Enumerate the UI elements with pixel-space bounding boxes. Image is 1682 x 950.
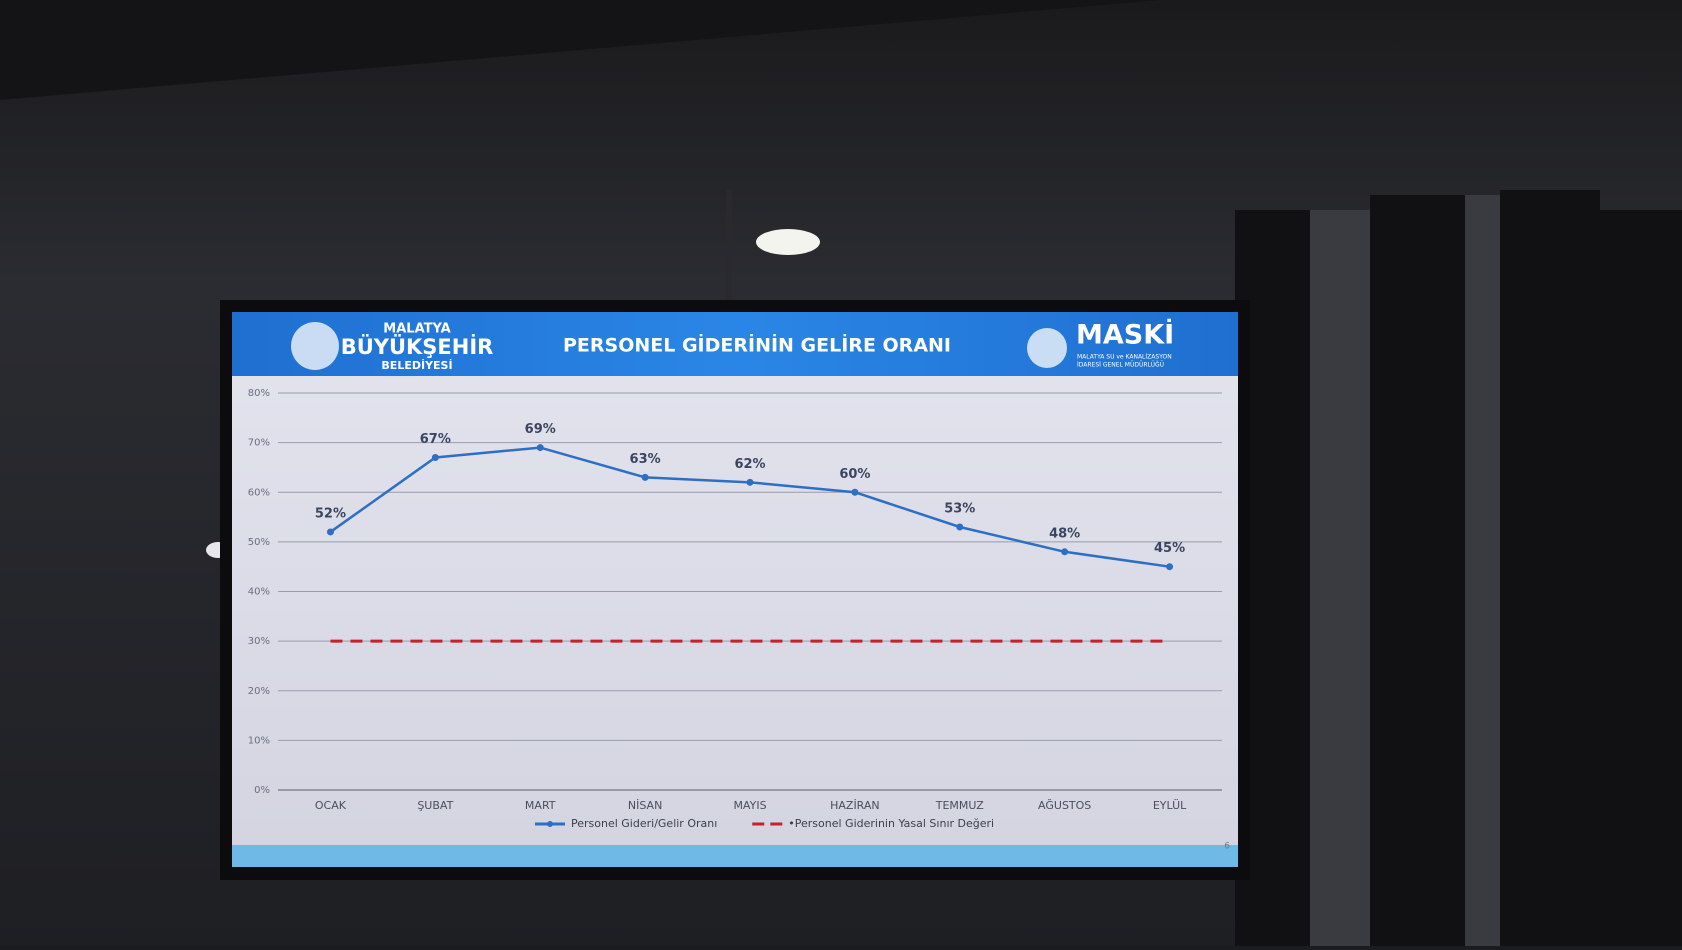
logo-text: BÜYÜKŞEHİR xyxy=(341,334,494,359)
point xyxy=(536,444,544,452)
y-tick-label: 10% xyxy=(248,735,270,746)
screen xyxy=(232,312,1238,867)
logo-icon xyxy=(1027,328,1067,368)
value-label: 48% xyxy=(1049,526,1080,541)
value-label: 53% xyxy=(944,501,975,516)
x-tick-label: ŞUBAT xyxy=(417,799,453,812)
point xyxy=(1061,548,1069,556)
y-tick-label: 70% xyxy=(248,438,270,449)
legend-label: Personel Gideri/Gelir Oranı xyxy=(571,817,717,830)
value-label: 67% xyxy=(420,432,451,447)
logo-text: MASKİ xyxy=(1076,319,1174,351)
pillar-light xyxy=(1310,195,1500,946)
point xyxy=(851,488,859,496)
x-tick-label: OCAK xyxy=(315,799,347,812)
lamp-post xyxy=(726,190,732,310)
value-label: 62% xyxy=(734,457,765,472)
x-tick-label: NİSAN xyxy=(628,799,662,812)
y-tick-label: 50% xyxy=(248,537,270,548)
value-label: 52% xyxy=(315,506,346,521)
y-tick-label: 0% xyxy=(254,785,270,796)
page-number: 6 xyxy=(1224,842,1230,852)
value-label: 69% xyxy=(525,422,556,437)
point xyxy=(641,473,649,481)
x-tick-label: AĞUSTOS xyxy=(1038,799,1091,812)
point xyxy=(326,528,334,536)
logo-text: BELEDİYESİ xyxy=(381,358,452,372)
x-tick-label: MAYIS xyxy=(733,799,766,812)
ceiling xyxy=(0,0,1160,100)
value-label: 45% xyxy=(1154,541,1185,556)
x-tick-label: TEMMUZ xyxy=(935,799,985,812)
value-label: 60% xyxy=(839,467,870,482)
logo-text: İDARESİ GENEL MÜDÜRLÜĞÜ xyxy=(1077,362,1164,369)
y-tick-label: 20% xyxy=(248,686,270,697)
header-bar xyxy=(232,312,1238,376)
chart-title: PERSONEL GİDERİNİN GELİRE ORANI xyxy=(563,333,951,357)
x-tick-label: EYLÜL xyxy=(1153,799,1187,812)
logo-text: MALATYA xyxy=(383,322,450,337)
pillars xyxy=(1235,190,1682,946)
point xyxy=(746,478,754,486)
legend-swatch xyxy=(547,821,553,827)
value-label: 63% xyxy=(630,452,661,467)
y-tick-label: 30% xyxy=(248,636,270,647)
footer-bar xyxy=(232,845,1238,867)
y-tick-label: 60% xyxy=(248,487,270,498)
x-tick-label: MART xyxy=(525,799,556,812)
y-tick-label: 40% xyxy=(248,587,270,598)
logo-text: MALATYA SU ve KANALİZASYON xyxy=(1077,354,1172,361)
point xyxy=(956,523,964,531)
lamp xyxy=(756,229,820,255)
legend-label: •Personel Giderinin Yasal Sınır Değeri xyxy=(788,817,994,830)
logo-icon xyxy=(291,322,339,370)
x-tick-label: HAZİRAN xyxy=(830,799,880,812)
point xyxy=(1166,563,1174,571)
y-tick-label: 80% xyxy=(248,388,270,399)
point xyxy=(431,454,439,462)
